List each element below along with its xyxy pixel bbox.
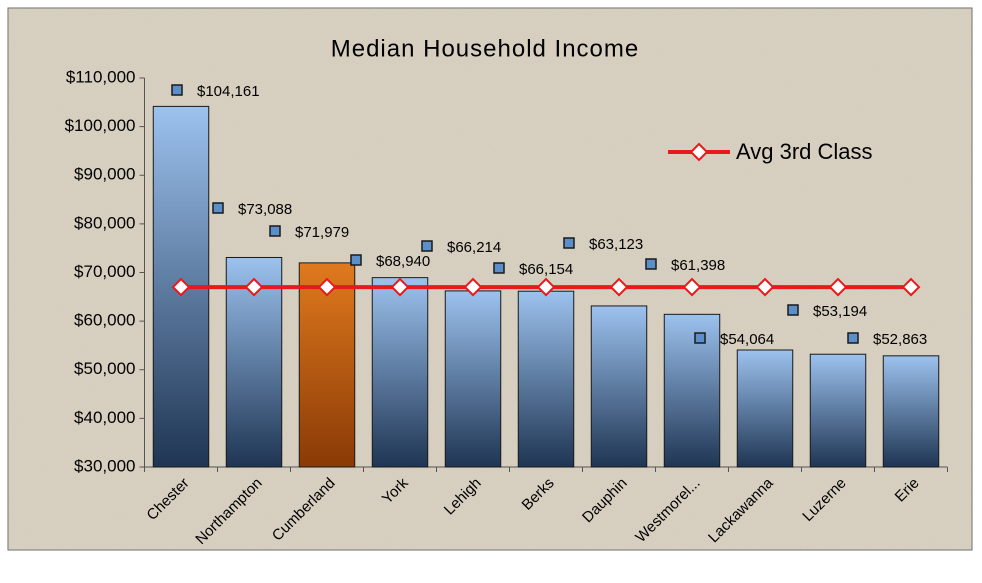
- line-marker: [317, 277, 337, 297]
- value-label: $63,123: [589, 236, 643, 253]
- value-label: $68,940: [376, 253, 430, 270]
- y-tick-label: $70,000: [74, 262, 135, 281]
- line-marker: [609, 277, 629, 297]
- label-marker: [645, 258, 657, 270]
- label-marker: [787, 304, 799, 316]
- line-marker: [390, 277, 410, 297]
- line-marker: [536, 277, 556, 297]
- value-label: $61,398: [671, 257, 725, 274]
- legend-label: Avg 3rd Class: [736, 139, 873, 164]
- legend-marker: [689, 142, 709, 162]
- y-tick-label: $30,000: [74, 456, 135, 475]
- value-label: $104,161: [197, 83, 260, 100]
- y-tick-label: $110,000: [66, 67, 136, 86]
- chart-title: Median Household Income: [331, 35, 640, 62]
- value-label: $66,154: [519, 261, 573, 278]
- line-marker: [682, 277, 702, 297]
- label-marker: [171, 84, 183, 96]
- line-marker: [244, 277, 264, 297]
- y-tick-label: $50,000: [74, 359, 135, 378]
- bar: [882, 355, 940, 468]
- value-label: $71,979: [295, 224, 349, 241]
- bar: [444, 290, 502, 468]
- line-marker: [463, 277, 483, 297]
- bar: [809, 353, 867, 468]
- line-marker: [755, 277, 775, 297]
- label-marker: [847, 332, 859, 344]
- y-tick-label: $90,000: [74, 165, 135, 184]
- value-label: $73,088: [238, 201, 292, 218]
- label-marker: [694, 332, 706, 344]
- bar: [298, 262, 356, 468]
- value-label: $66,214: [447, 239, 501, 256]
- label-marker: [421, 240, 433, 252]
- label-marker: [350, 254, 362, 266]
- bar: [371, 277, 429, 468]
- texture: [8, 8, 972, 550]
- label-marker: [212, 202, 224, 214]
- line-marker: [171, 277, 191, 297]
- value-label: $52,863: [873, 331, 927, 348]
- bar: [517, 290, 575, 468]
- line-marker: [828, 277, 848, 297]
- line-marker: [901, 277, 921, 297]
- bar: [663, 313, 721, 468]
- label-marker: [269, 225, 281, 237]
- y-tick-label: $40,000: [74, 408, 135, 427]
- bar: [590, 305, 648, 468]
- y-tick-label: $80,000: [74, 213, 135, 232]
- label-marker: [563, 237, 575, 249]
- value-label: $54,064: [720, 331, 774, 348]
- y-tick-label: $60,000: [74, 311, 135, 330]
- value-label: $53,194: [813, 303, 867, 320]
- label-marker: [493, 262, 505, 274]
- y-tick-label: $100,000: [65, 116, 136, 135]
- bar: [736, 349, 794, 468]
- bar: [225, 256, 283, 468]
